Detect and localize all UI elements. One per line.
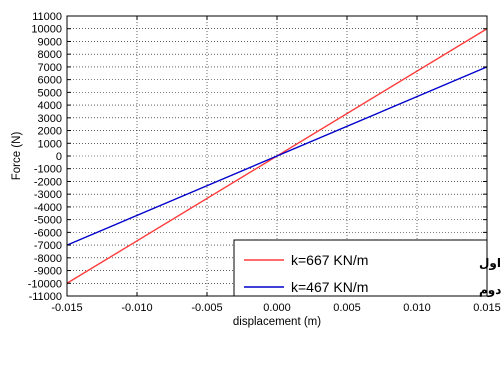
y-tick-label: -5000 bbox=[34, 215, 62, 227]
y-tick-label: 6000 bbox=[38, 75, 62, 87]
y-tick-label: 9000 bbox=[38, 36, 62, 48]
y-tick-label: -4000 bbox=[34, 202, 62, 214]
x-tick-label: 0.010 bbox=[403, 302, 431, 314]
y-tick-label: -1000 bbox=[34, 164, 62, 176]
y-tick-label: 3000 bbox=[38, 113, 62, 125]
y-tick-label: 11000 bbox=[32, 11, 62, 23]
y-tick-label: -2000 bbox=[34, 176, 62, 188]
legend-label-1: k=667 KN/m bbox=[291, 252, 368, 268]
y-tick-label: -6000 bbox=[34, 227, 62, 239]
legend-note-1: رفتـــار اول bbox=[479, 256, 503, 271]
y-tick-label: -9000 bbox=[34, 266, 62, 278]
y-tick-label: -3000 bbox=[34, 189, 62, 201]
y-axis-title: Force (N) bbox=[11, 132, 23, 181]
x-tick-label: -0.015 bbox=[51, 302, 82, 314]
x-tick-label: 0.000 bbox=[263, 302, 291, 314]
y-tick-label: 10000 bbox=[31, 24, 62, 36]
y-tick-label: 8000 bbox=[38, 49, 62, 61]
x-tick-label: -0.010 bbox=[121, 302, 152, 314]
y-tick-label: 4000 bbox=[38, 100, 62, 112]
y-tick-label: -7000 bbox=[34, 240, 62, 252]
legend-note-2: رفتـــار دوم bbox=[479, 283, 503, 298]
series-lines bbox=[66, 28, 488, 284]
y-tick-label: -8000 bbox=[34, 253, 62, 265]
series-line-2 bbox=[66, 66, 488, 246]
x-tick-label: 0.015 bbox=[473, 302, 501, 314]
y-tick-label: 2000 bbox=[38, 126, 62, 138]
y-tick-label: 0 bbox=[56, 151, 62, 163]
y-tick-label: -11000 bbox=[29, 291, 62, 303]
legend: k=667 KN/m رفتـــار اول k=467 KN/m رفتـــار… bbox=[233, 239, 503, 298]
legend-label-2: k=467 KN/m bbox=[291, 279, 368, 295]
y-tick-labels: 1100010000900080007000600050004000300020… bbox=[28, 11, 62, 303]
y-tick-label: 1000 bbox=[38, 138, 62, 150]
x-tick-labels: -0.015 -0.010 -0.005 0.000 0.005 0.010 0.015 bbox=[51, 302, 500, 314]
y-tick-label: -10000 bbox=[28, 278, 62, 290]
x-axis-title: displacement (m) bbox=[233, 316, 321, 328]
y-tick-label: 7000 bbox=[38, 62, 62, 74]
x-tick-label: 0.005 bbox=[333, 302, 361, 314]
x-tick-label: -0.005 bbox=[191, 302, 222, 314]
y-tick-label: 5000 bbox=[38, 87, 62, 99]
